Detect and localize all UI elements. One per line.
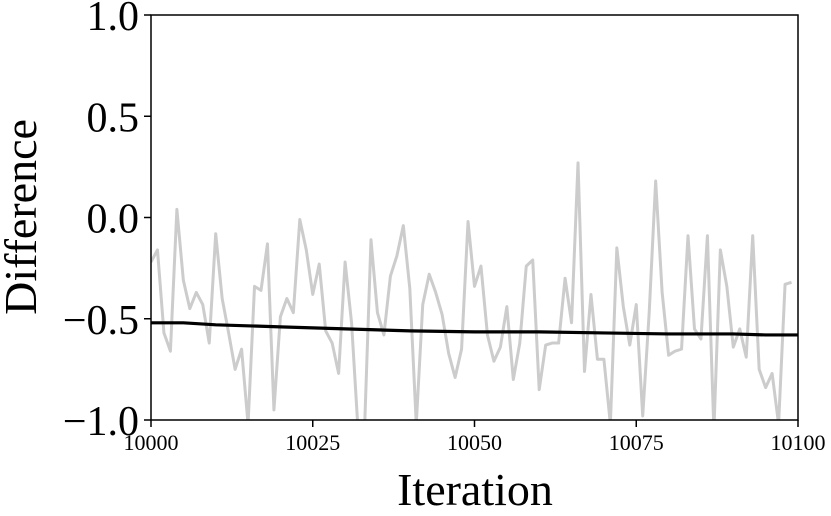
y-tick-label: 1.0	[87, 0, 140, 40]
y-axis-label: Difference	[0, 119, 46, 315]
series-raw-line	[151, 161, 792, 420]
y-tick-label: 0.0	[87, 197, 140, 243]
series-layer	[151, 161, 798, 420]
x-tick-label: 10100	[771, 430, 826, 455]
x-tick-label: 10050	[447, 430, 502, 455]
y-tick-label: −1.0	[63, 399, 139, 445]
x-axis-label: Iteration	[397, 464, 553, 515]
series-smoothed-line	[151, 321, 798, 337]
y-tick-label: 0.5	[87, 95, 140, 141]
y-tick-label: −0.5	[63, 298, 139, 344]
x-tick-label: 10000	[124, 430, 179, 455]
tick-layer: 10000 10025 10050 10075 10100 −1.0 −0.5 0.0 0.5 1…	[63, 0, 826, 455]
x-tick-label: 10025	[285, 430, 340, 455]
plot-frame	[150, 14, 799, 421]
x-tick-label: 10075	[609, 430, 664, 455]
